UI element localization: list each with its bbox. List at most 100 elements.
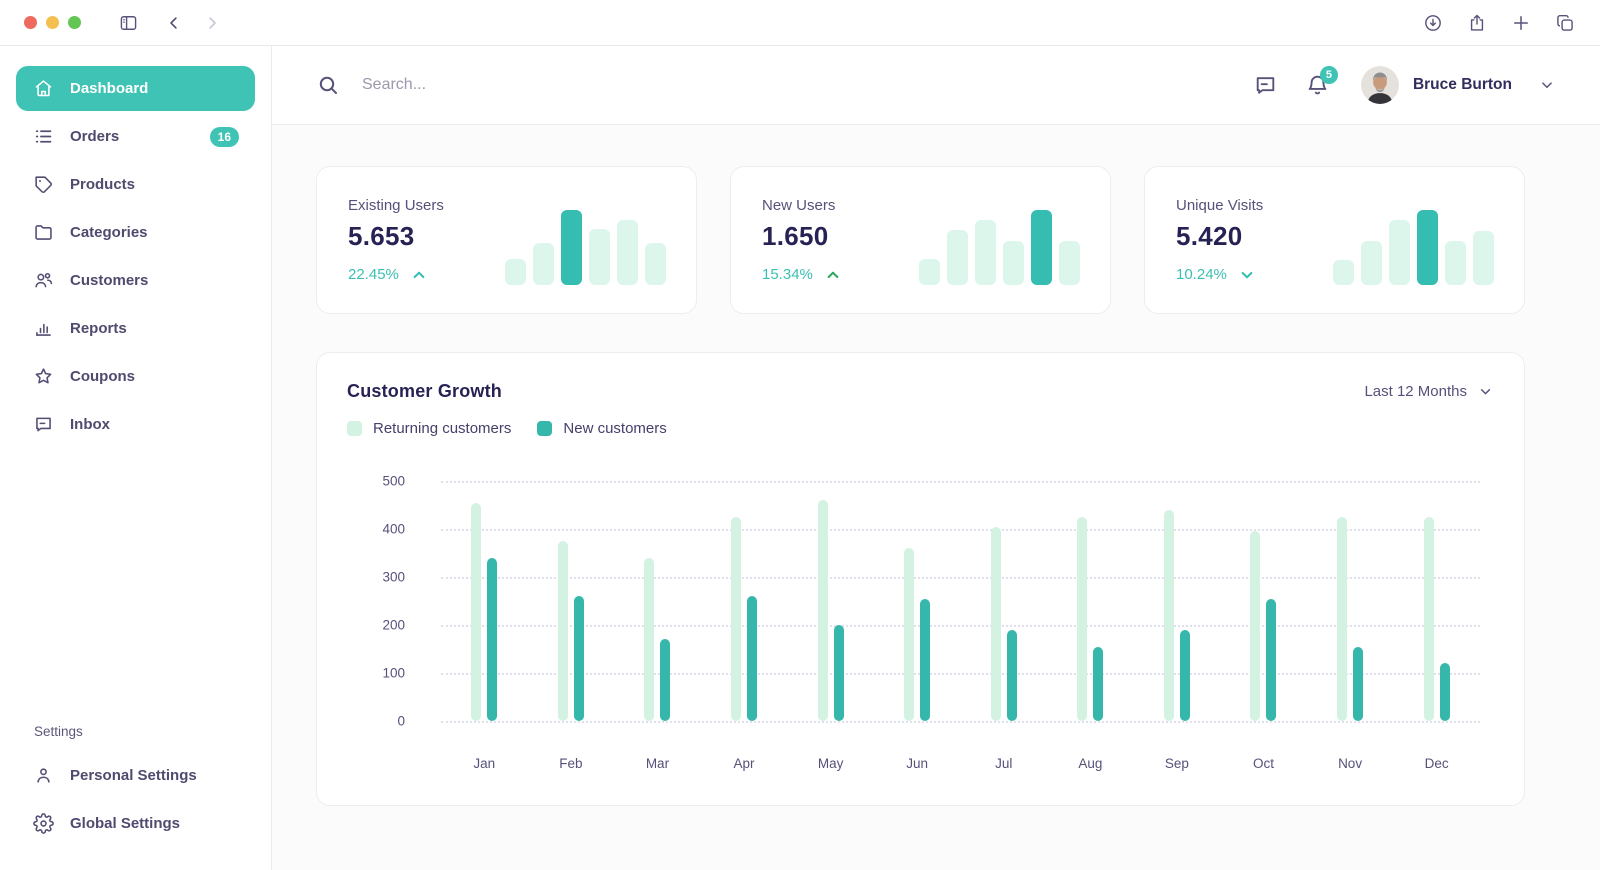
- sidebar-item-reports[interactable]: Reports: [16, 306, 255, 351]
- new-tab-icon[interactable]: [1510, 12, 1532, 34]
- new-customers-bar: [833, 625, 844, 721]
- stat-value: 5.653: [348, 221, 415, 251]
- sidebar-item-label: Orders: [70, 128, 120, 145]
- returning-customers-bar: [731, 517, 742, 721]
- sidebar-item-label: Customers: [70, 272, 149, 289]
- legend-swatch: [537, 421, 553, 436]
- returning-customers-bar: [904, 548, 915, 721]
- x-axis-tick: Oct: [1252, 756, 1274, 771]
- bar-group-nov: [1307, 481, 1394, 721]
- x-axis-tick: Sep: [1164, 756, 1189, 771]
- gridline: [441, 529, 1480, 531]
- x-axis-tick: Dec: [1424, 756, 1449, 771]
- bar-groups: [441, 481, 1480, 721]
- gridline: [441, 577, 1480, 579]
- chevron-down-icon: [1538, 76, 1556, 94]
- returning-customers-bar: [817, 500, 828, 721]
- stat-cards-row: Existing Users 5.653 22.45% New Users 1.…: [316, 166, 1568, 314]
- download-icon[interactable]: [1422, 12, 1444, 34]
- mini-bar: [1059, 241, 1080, 285]
- mini-bar: [645, 243, 666, 285]
- search-placeholder: Search...: [362, 76, 427, 93]
- legend-label: New customers: [563, 420, 667, 437]
- returning-customers-bar: [1337, 517, 1348, 721]
- y-axis-tick: 400: [382, 521, 405, 537]
- share-icon[interactable]: [1466, 12, 1488, 34]
- chart-title: Customer Growth: [347, 381, 503, 401]
- x-axis-tick: Jun: [906, 756, 929, 771]
- mini-bar-chart: [919, 207, 1080, 285]
- sidebar-item-coupons[interactable]: Coupons: [16, 354, 255, 399]
- sidebar-item-label: Global Settings: [70, 815, 181, 832]
- sidebar-item-label: Coupons: [70, 368, 135, 385]
- period-label: Last 12 Months: [1364, 383, 1467, 400]
- x-axis-tick: Apr: [733, 756, 755, 771]
- user-name: Bruce Burton: [1412, 76, 1512, 93]
- messages-button[interactable]: [1253, 72, 1279, 98]
- new-customers-bar: [747, 596, 758, 721]
- y-axis-tick: 300: [382, 569, 405, 585]
- sidebar-item-customers[interactable]: Customers: [16, 258, 255, 303]
- settings-section-label: Settings: [34, 724, 83, 739]
- new-customers-bar: [1179, 630, 1190, 721]
- x-axis-tick: Aug: [1078, 756, 1103, 771]
- new-customers-bar: [1093, 647, 1104, 721]
- customer-growth-card: Customer Growth Last 12 Months Returning…: [316, 352, 1525, 806]
- returning-customers-bar: [1423, 517, 1434, 721]
- bar-group-dec: [1393, 481, 1480, 721]
- sidebar-item-label: Personal Settings: [70, 767, 197, 784]
- new-customers-bar: [660, 639, 671, 721]
- returning-customers-bar: [471, 503, 482, 721]
- stat-percent: 10.24%: [1176, 266, 1227, 283]
- tab-overview-icon[interactable]: [1554, 12, 1576, 34]
- mini-bar: [1031, 210, 1052, 285]
- sidebar-toggle-icon[interactable]: [117, 12, 139, 34]
- mini-bar: [561, 210, 582, 285]
- legend-label: Returning customers: [373, 420, 512, 437]
- period-selector[interactable]: Last 12 Months: [1364, 383, 1494, 400]
- sidebar-item-global-settings[interactable]: Global Settings: [16, 801, 255, 846]
- x-axis-tick: May: [817, 756, 844, 771]
- notifications-button[interactable]: 5: [1305, 66, 1338, 98]
- new-customers-bar: [920, 599, 931, 721]
- search-input[interactable]: Search...: [316, 73, 426, 97]
- x-axis-tick: Nov: [1338, 756, 1363, 771]
- chevron-down-icon: [1477, 383, 1494, 400]
- new-customers-bar: [1266, 599, 1277, 721]
- x-axis-tick: Jan: [473, 756, 496, 771]
- legend-new-customers[interactable]: New customers: [537, 420, 667, 437]
- gridline: [441, 625, 1480, 627]
- zoom-window-button[interactable]: [68, 16, 81, 29]
- legend-returning-customers[interactable]: Returning customers: [347, 420, 511, 437]
- bar-chart-plot: 500 400 300 200 100 0 Jan Feb Mar Apr May Jun Jul Aug…: [347, 474, 1494, 811]
- mini-bar: [1003, 241, 1024, 285]
- sidebar-item-categories[interactable]: Categories: [16, 210, 255, 255]
- mini-bar: [505, 259, 526, 285]
- top-header: Search... 5 Bruce Burton: [272, 46, 1600, 125]
- bar-group-apr: [701, 481, 788, 721]
- sidebar-item-label: Categories: [70, 224, 148, 241]
- sidebar-item-inbox[interactable]: Inbox: [16, 402, 255, 447]
- back-icon[interactable]: [163, 12, 185, 34]
- mini-bar: [947, 230, 968, 285]
- minimize-window-button[interactable]: [46, 16, 59, 29]
- sidebar-item-personal-settings[interactable]: Personal Settings: [16, 753, 255, 798]
- returning-customers-bar: [557, 541, 568, 721]
- mini-bar: [1361, 241, 1382, 285]
- user-menu[interactable]: Bruce Burton: [1360, 66, 1556, 104]
- y-axis-tick: 500: [382, 473, 405, 489]
- list-icon: [32, 126, 54, 148]
- chart-legend: Returning customers New customers: [347, 420, 1494, 437]
- trend-up-icon: [411, 267, 427, 283]
- bar-group-aug: [1047, 481, 1134, 721]
- gridline: [441, 721, 1480, 723]
- trend-down-icon: [1239, 267, 1255, 283]
- mini-bar: [1333, 260, 1354, 285]
- stat-card-existing-users: Existing Users 5.653 22.45%: [316, 166, 697, 314]
- sidebar-item-orders[interactable]: Orders 16: [16, 114, 255, 159]
- sidebar-item-dashboard[interactable]: Dashboard: [16, 66, 255, 111]
- close-window-button[interactable]: [24, 16, 37, 29]
- sidebar-item-products[interactable]: Products: [16, 162, 255, 207]
- forward-icon[interactable]: [201, 12, 223, 34]
- y-axis-tick: 200: [382, 617, 405, 633]
